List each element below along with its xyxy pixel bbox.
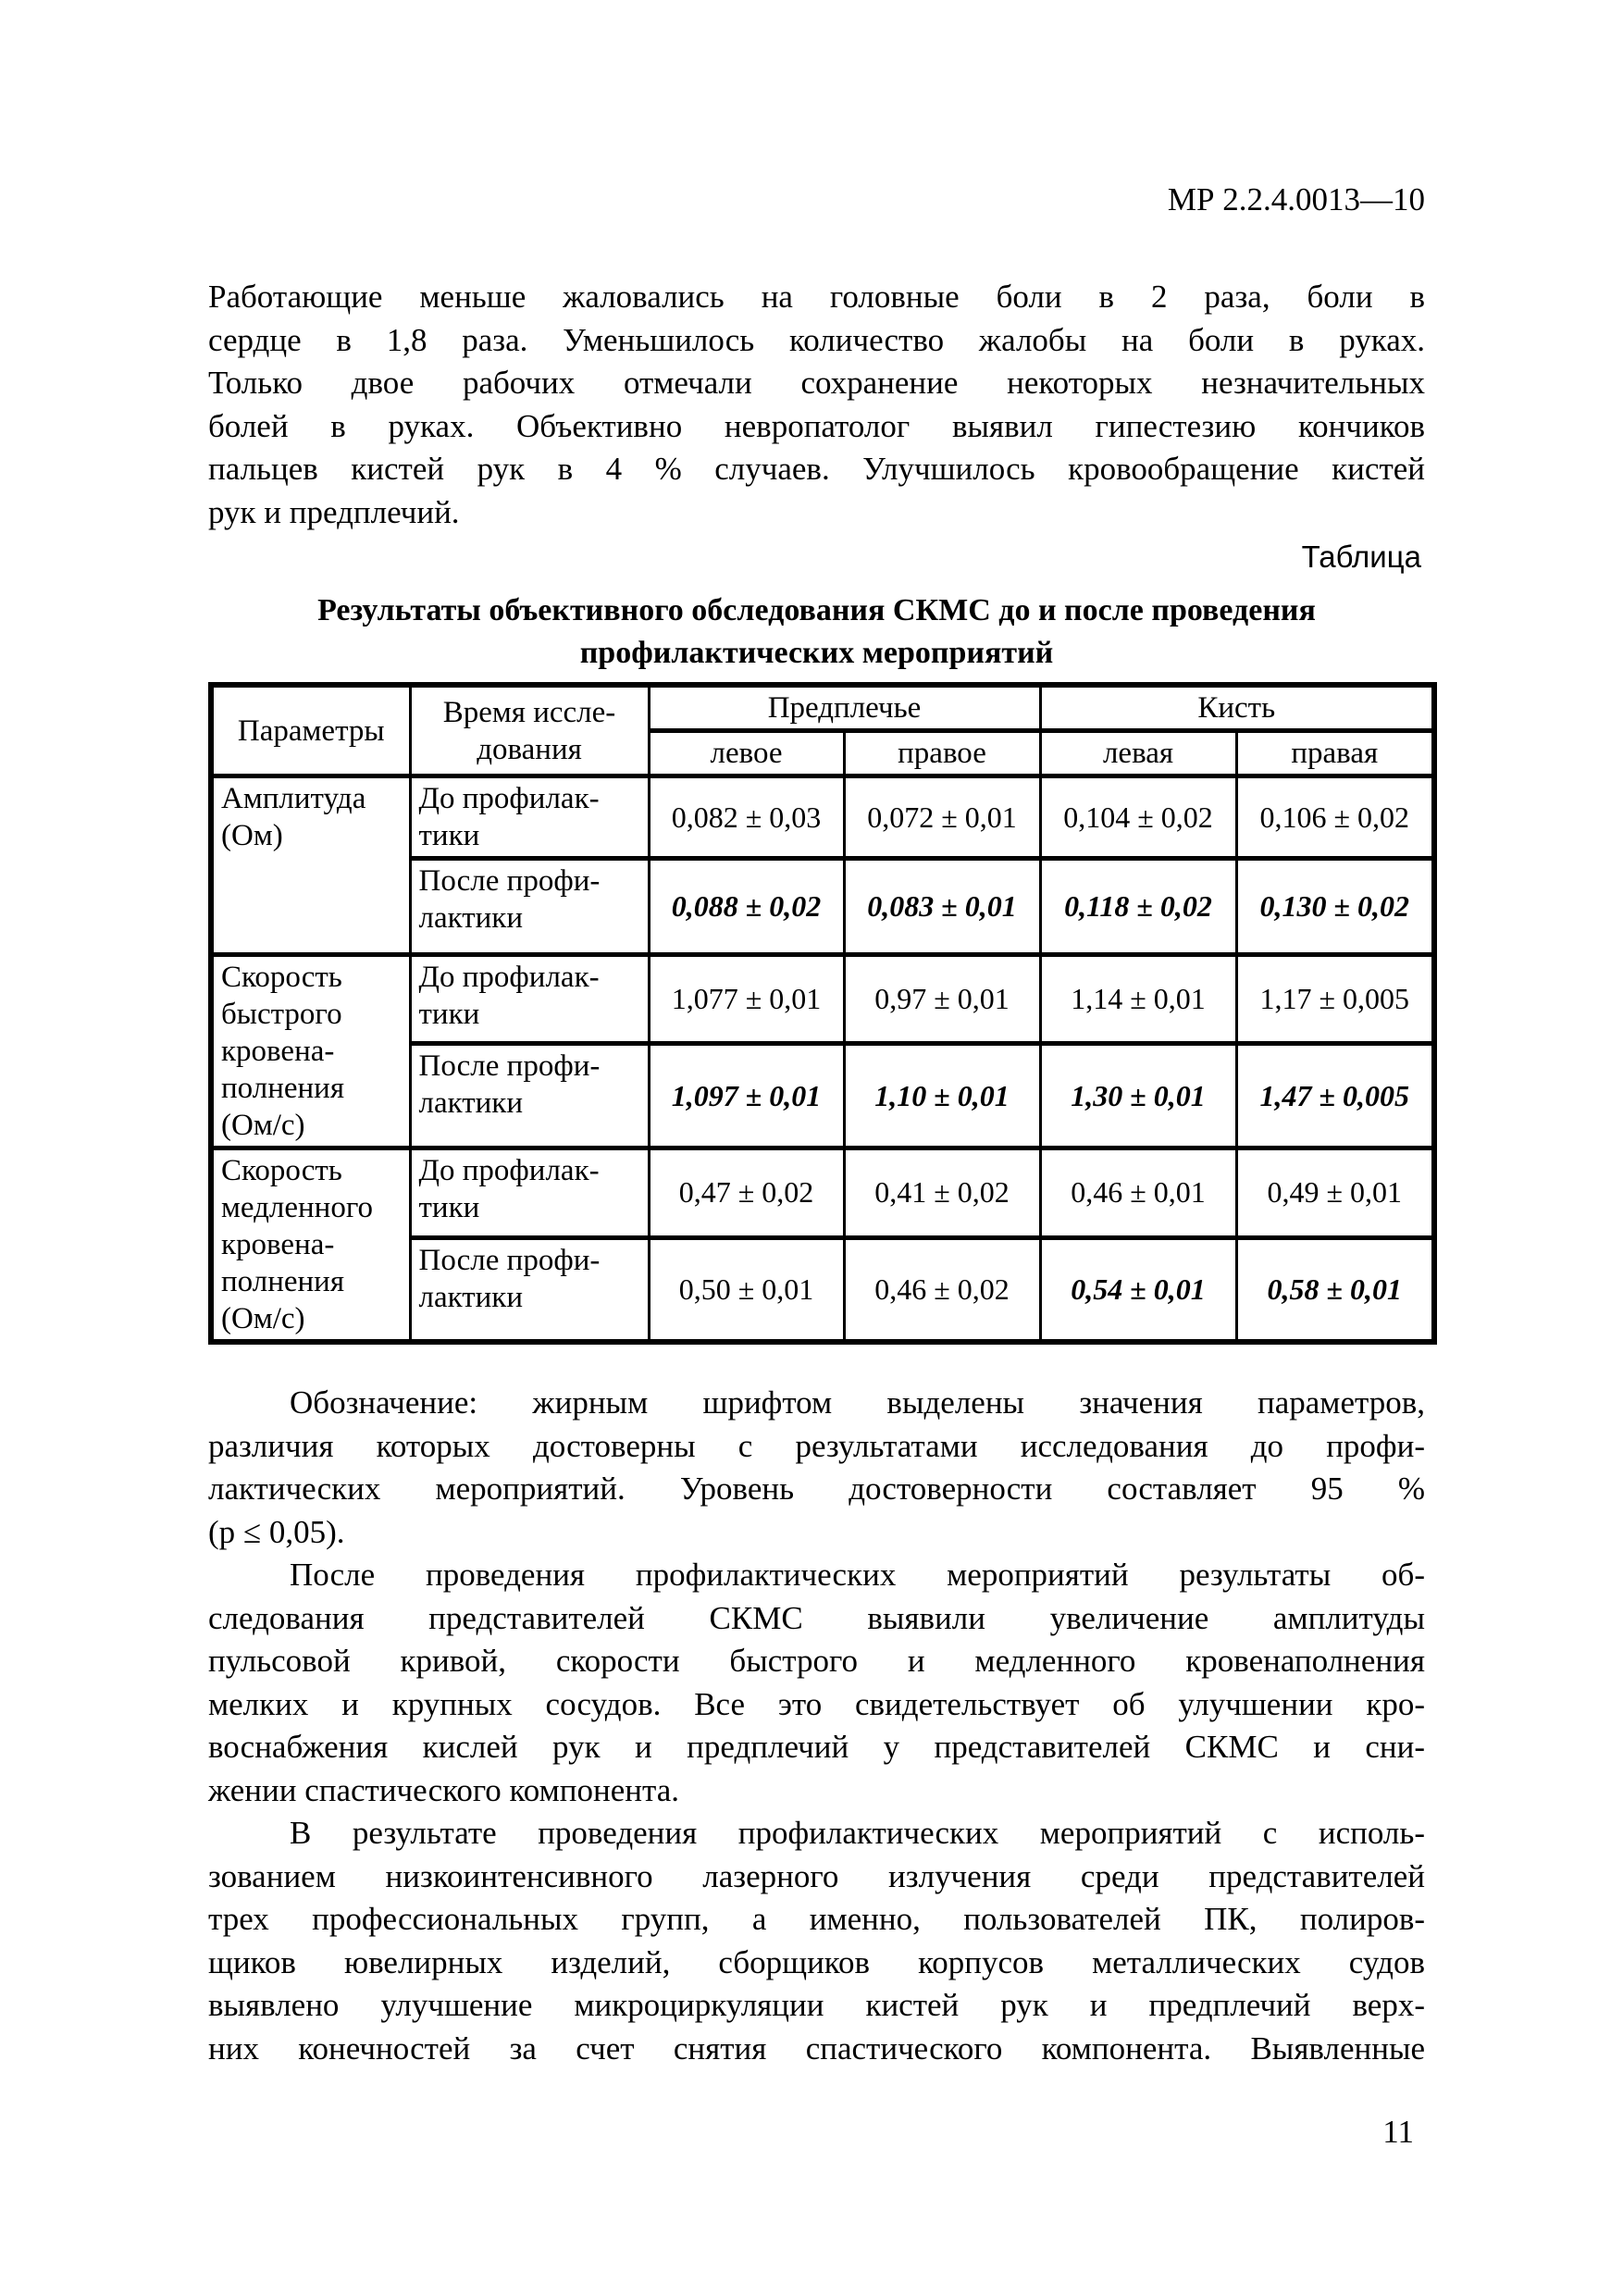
- time-cell: После профи- лактики: [408, 1041, 650, 1150]
- value-cell: 0,104 ± 0,02: [1038, 774, 1238, 861]
- value-cell-significant: 0,58 ± 0,01: [1234, 1235, 1436, 1345]
- paragraph-intro: Работающие меньше жаловались на головные…: [208, 276, 1425, 534]
- paragraph-line: следования представителей СКМС выявили у…: [208, 1599, 1425, 1636]
- value-cell: 1,17 ± 0,005: [1234, 951, 1436, 1047]
- paragraph-notation: Обозначение: жирным шрифтом выделены зна…: [208, 1382, 1425, 1554]
- paragraph-line: После проведения профилактических меропр…: [290, 1557, 1425, 1593]
- table-row: Скорость быстрого кровена- полнения (Ом/…: [209, 951, 1436, 1150]
- value-cell-significant: 0,088 ± 0,02: [647, 856, 846, 957]
- paragraph-line: щиков ювелирных изделий, сборщиков корпу…: [208, 1943, 1425, 1980]
- value-cell: 0,50 ± 0,01: [647, 1235, 846, 1345]
- paragraph-line: В результате проведения профилактических…: [290, 1815, 1425, 1851]
- results-table: Параметры Время иссле- дования Предплечь…: [208, 682, 1438, 1345]
- paragraph-line: рук и предплечий.: [208, 493, 460, 530]
- table-caption: Таблица: [1301, 540, 1421, 574]
- value-cell: 0,46 ± 0,01: [1038, 1146, 1238, 1240]
- column-subheader-hand-right: правая: [1234, 728, 1436, 778]
- paragraph-line: сердце в 1,8 раза. Уменьшилось количеств…: [208, 321, 1425, 358]
- document-page: МР 2.2.4.0013—10 Работающие меньше жалов…: [208, 181, 1438, 2150]
- paragraph-line: пальцев кистей рук в 4 % случаев. Улучши…: [208, 451, 1425, 487]
- time-cell: После профи- лактики: [408, 1235, 650, 1345]
- page-number: 11: [1382, 2114, 1414, 2150]
- value-cell: 0,47 ± 0,02: [647, 1146, 846, 1240]
- table-row: Скорость медленного кровена- полнения (О…: [209, 1146, 1436, 1345]
- value-cell: 1,14 ± 0,01: [1038, 951, 1238, 1047]
- table-row: Амплитуда (Ом) До профилак- тики 0,082 ± 0…: [209, 774, 1436, 957]
- value-cell: 1,077 ± 0,01: [647, 951, 846, 1047]
- paragraph-line: выявлено улучшение микроциркуляции кисте…: [208, 1987, 1425, 2023]
- paragraph-line: них конечностей за счет снятия спастичес…: [208, 2029, 1425, 2066]
- paragraph-line: пульсовой кривой, скорости быстрого и ме…: [208, 1643, 1425, 1679]
- column-header-forearm: Предплечье: [647, 682, 1042, 733]
- parameter-cell: Скорость медленного кровена- полнения (О…: [209, 1146, 412, 1345]
- value-cell-significant: 1,097 ± 0,01: [647, 1041, 846, 1150]
- paragraph-line: трех профессиональных групп, а именно, п…: [208, 1901, 1425, 1937]
- column-subheader-hand-left: левая: [1038, 728, 1238, 778]
- time-cell: До профилак- тики: [408, 951, 650, 1047]
- paragraph-line: (p ≤ 0,05).: [208, 1513, 345, 1550]
- value-cell: 0,072 ± 0,01: [842, 774, 1042, 861]
- value-cell-significant: 0,54 ± 0,01: [1038, 1235, 1238, 1345]
- table-row: После профи- лактики 0,088 ± 0,02 0,083 ± …: [211, 856, 1436, 957]
- header-row-groups: Параметры Время иссле- дования Предплечь…: [209, 682, 1436, 778]
- header-row-sides: левое правое левая правая: [211, 728, 1436, 778]
- value-cell-significant: 1,47 ± 0,005: [1234, 1041, 1436, 1150]
- value-cell: 0,97 ± 0,01: [842, 951, 1042, 1047]
- value-cell-significant: 0,130 ± 0,02: [1234, 856, 1436, 957]
- table-title: Результаты объективного обследования СКМ…: [317, 593, 1316, 670]
- column-header-time: Время иссле- дования: [408, 682, 650, 778]
- value-cell: 0,082 ± 0,03: [647, 774, 846, 861]
- value-cell: 0,46 ± 0,02: [842, 1235, 1042, 1345]
- paragraph-line: лактических мероприятий. Уровень достове…: [208, 1471, 1425, 1507]
- time-cell: До профилак- тики: [408, 774, 650, 861]
- results-table-body: Амплитуда (Ом) До профилак- тики 0,082 ± 0…: [209, 774, 1436, 1345]
- paragraph-line: Работающие меньше жаловались на головные…: [208, 279, 1425, 315]
- value-cell-significant: 1,30 ± 0,01: [1038, 1041, 1238, 1150]
- time-cell: После профи- лактики: [408, 856, 650, 957]
- paragraph-line: Только двое рабочих отмечали сохранение …: [208, 365, 1425, 401]
- column-subheader-forearm-left: левое: [647, 728, 846, 778]
- column-header-hand: Кисть: [1038, 682, 1436, 733]
- column-subheader-forearm-right: правое: [842, 728, 1042, 778]
- value-cell-significant: 0,118 ± 0,02: [1038, 856, 1238, 957]
- value-cell-significant: 0,083 ± 0,01: [842, 856, 1042, 957]
- value-cell: 0,41 ± 0,02: [842, 1146, 1042, 1240]
- time-cell: До профилак- тики: [408, 1146, 650, 1240]
- paragraph-after-measures: После проведения профилактических меропр…: [208, 1554, 1425, 1812]
- paragraph-line: зованием низкоинтенсивного лазерного изл…: [208, 1857, 1425, 1894]
- paragraph-line: мелких и крупных сосудов. Все это свидет…: [208, 1685, 1425, 1722]
- parameter-cell: Амплитуда (Ом): [209, 774, 412, 957]
- paragraph-line: воснабжения кислей рук и предплечий у пр…: [208, 1729, 1425, 1765]
- table-row: После профи- лактики 1,097 ± 0,01 1,10 ± 0…: [211, 1041, 1436, 1150]
- paragraph-line: Обозначение: жирным шрифтом выделены зна…: [290, 1384, 1425, 1421]
- document-number: МР 2.2.4.0013—10: [1167, 181, 1425, 217]
- value-cell-significant: 1,10 ± 0,01: [842, 1041, 1042, 1150]
- paragraph-line: различия которых достоверны с результата…: [208, 1427, 1425, 1464]
- parameter-cell: Скорость быстрого кровена- полнения (Ом/…: [209, 952, 412, 1150]
- results-table-header: Параметры Время иссле- дования Предплечь…: [209, 682, 1436, 778]
- value-cell: 0,106 ± 0,02: [1234, 774, 1436, 861]
- paragraph-line: жении спастического компонента.: [208, 1771, 680, 1808]
- paragraph-line: болей в руках. Объективно невропатолог в…: [208, 407, 1425, 444]
- table-row: После профи- лактики 0,50 ± 0,01 0,46 ± 0,…: [211, 1235, 1436, 1345]
- column-header-parameters: Параметры: [209, 682, 412, 778]
- value-cell: 0,49 ± 0,01: [1234, 1146, 1436, 1240]
- paragraph-result: В результате проведения профилактических…: [208, 1812, 1425, 2070]
